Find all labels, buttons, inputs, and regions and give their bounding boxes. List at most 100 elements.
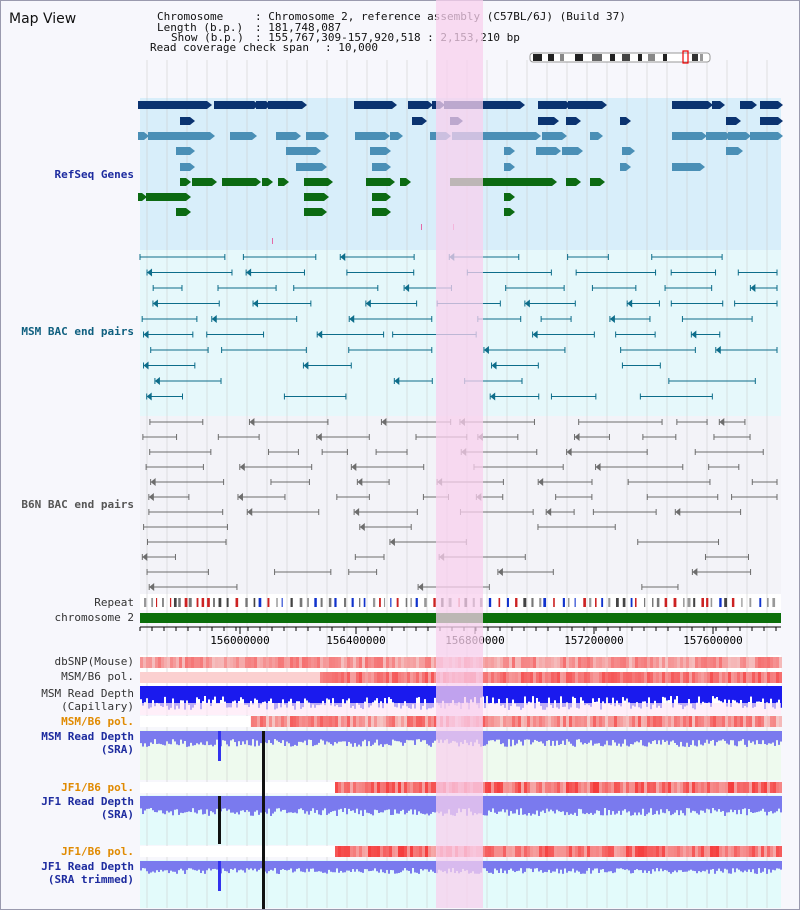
repeat-element — [162, 598, 164, 607]
selection-highlight[interactable] — [436, 0, 483, 908]
depth-bar — [394, 731, 396, 741]
heat-cell — [521, 657, 524, 668]
depth-bar — [682, 861, 684, 872]
msm-bac-track[interactable] — [139, 253, 778, 401]
depth-bar — [316, 686, 318, 706]
depth-bar — [680, 861, 682, 871]
depth-bar — [384, 686, 386, 699]
depth-bar — [544, 686, 546, 710]
heat-cell — [386, 716, 389, 727]
depth-bar — [338, 796, 340, 810]
repeat-element — [196, 598, 199, 607]
heat-cell — [434, 782, 437, 793]
heat-cell — [341, 672, 344, 683]
repeat-element — [314, 598, 317, 607]
repeat-element — [664, 598, 668, 607]
depth-bar — [510, 731, 512, 747]
depth-bar — [412, 731, 414, 741]
depth-bar — [522, 731, 524, 746]
heat-cell — [404, 846, 407, 857]
depth-bar — [364, 731, 366, 740]
depth-bar — [780, 731, 782, 742]
depth-bar — [314, 731, 316, 746]
heat-cell — [428, 782, 431, 793]
depth-bar — [286, 686, 288, 708]
depth-bar — [610, 861, 612, 872]
bac-arrow — [354, 508, 360, 516]
depth-bar — [632, 731, 634, 745]
heat-cell — [617, 672, 620, 683]
depth-bar — [616, 796, 618, 814]
heat-cell — [764, 716, 767, 727]
depth-bar — [552, 686, 554, 709]
gene-arrow — [554, 117, 559, 125]
heat-cell — [716, 782, 719, 793]
depth-bar — [560, 861, 562, 870]
depth-bar — [312, 796, 314, 809]
heat-cell — [386, 672, 389, 683]
heat-cell — [632, 716, 635, 727]
depth-bar — [728, 731, 730, 745]
heat-cell — [650, 672, 653, 683]
depth-bar — [274, 686, 276, 710]
heat-cell — [146, 657, 149, 668]
depth-bar — [378, 796, 380, 813]
depth-bar — [702, 686, 704, 702]
depth-bar — [206, 731, 208, 742]
gene-arrow — [322, 163, 327, 171]
depth-bar — [674, 861, 676, 871]
depth-bar — [708, 796, 710, 810]
depth-bar — [364, 796, 366, 810]
depth-bar — [554, 861, 556, 872]
heat-cell — [497, 672, 500, 683]
depth-bar — [486, 796, 488, 816]
heat-cell — [536, 716, 539, 727]
heat-cell — [338, 657, 341, 668]
heat-cell — [671, 716, 674, 727]
depth-bar — [370, 731, 372, 747]
depth-bar — [166, 861, 168, 871]
heat-cell — [503, 672, 506, 683]
depth-bar — [670, 796, 672, 816]
heat-cell — [416, 672, 419, 683]
depth-bar — [150, 731, 152, 743]
depth-bar — [190, 686, 192, 710]
heat-cell — [593, 657, 596, 668]
depth-spike — [218, 731, 221, 761]
track-label-refseq: RefSeq Genes — [54, 168, 134, 181]
depth-bar — [534, 686, 536, 709]
depth-bar — [662, 861, 664, 872]
depth-bar — [660, 796, 662, 810]
depth-bar — [648, 861, 650, 871]
heat-cell — [701, 672, 704, 683]
depth-bar — [170, 796, 172, 812]
depth-bar — [212, 796, 214, 813]
repeat-element — [731, 598, 735, 607]
depth-bar — [432, 686, 434, 708]
bac-arrow — [574, 433, 580, 441]
depth-bar — [584, 686, 586, 706]
depth-bar — [416, 796, 418, 815]
gene-arrow — [284, 178, 289, 186]
depth-bar — [432, 861, 434, 872]
depth-bar — [732, 686, 734, 700]
depth-bar — [332, 731, 334, 746]
chromosome-ideogram[interactable] — [529, 50, 711, 64]
depth-bar — [222, 731, 224, 741]
depth-bar — [556, 796, 558, 810]
depth-bar — [752, 861, 754, 870]
depth-bar — [576, 686, 578, 708]
heat-cell — [368, 716, 371, 727]
depth-bar — [254, 731, 256, 747]
depth-bar — [604, 686, 606, 704]
heat-cell — [725, 846, 728, 857]
heat-cell — [545, 716, 548, 727]
repeat-element — [767, 598, 769, 607]
gene-feature — [504, 163, 510, 171]
heat-cell — [641, 846, 644, 857]
depth-bar — [210, 731, 212, 745]
repeat-element — [415, 598, 418, 607]
refseq-genes-track[interactable] — [138, 101, 783, 244]
gene-arrow — [536, 132, 541, 140]
